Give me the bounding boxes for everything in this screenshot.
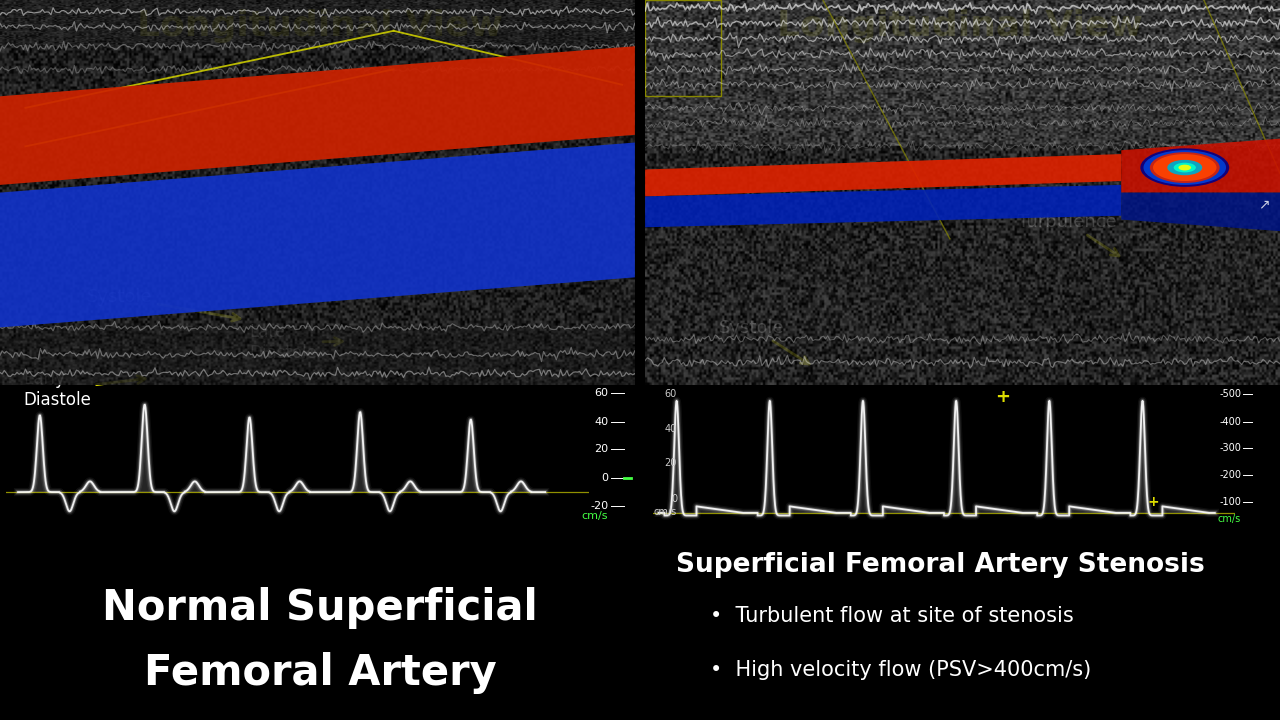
Text: Turbulence: Turbulence bbox=[1018, 213, 1119, 256]
Text: •  High velocity flow (PSV>400cm/s): • High velocity flow (PSV>400cm/s) bbox=[710, 660, 1092, 680]
Text: cm/s: cm/s bbox=[1219, 514, 1242, 524]
Polygon shape bbox=[0, 143, 635, 328]
Ellipse shape bbox=[1143, 150, 1226, 185]
Ellipse shape bbox=[1153, 154, 1216, 181]
Polygon shape bbox=[0, 46, 635, 185]
Text: Superficial Femoral Artery Stenosis: Superficial Femoral Artery Stenosis bbox=[676, 552, 1206, 578]
Text: •  Turbulent flow at site of stenosis: • Turbulent flow at site of stenosis bbox=[710, 606, 1074, 626]
Text: -100: -100 bbox=[1220, 498, 1242, 508]
Text: 40: 40 bbox=[594, 417, 608, 426]
Polygon shape bbox=[1121, 192, 1280, 231]
Ellipse shape bbox=[1167, 160, 1202, 175]
Polygon shape bbox=[645, 154, 1121, 197]
Text: -400: -400 bbox=[1220, 417, 1242, 427]
Text: Early
Diastole: Early Diastole bbox=[23, 370, 145, 409]
Text: -500: -500 bbox=[1220, 390, 1242, 400]
Text: 60: 60 bbox=[594, 387, 608, 397]
Text: Longitudinal View: Longitudinal View bbox=[137, 9, 503, 42]
Text: 0: 0 bbox=[671, 493, 677, 503]
Text: Longitudinal View: Longitudinal View bbox=[777, 9, 1143, 42]
Ellipse shape bbox=[1174, 163, 1196, 172]
Text: ↗: ↗ bbox=[1258, 197, 1270, 211]
Text: -300: -300 bbox=[1220, 443, 1242, 453]
Text: +: + bbox=[1148, 495, 1160, 510]
Text: cm/s: cm/s bbox=[654, 507, 677, 516]
Ellipse shape bbox=[1149, 152, 1220, 183]
Ellipse shape bbox=[1179, 165, 1192, 171]
Ellipse shape bbox=[1140, 148, 1229, 186]
Polygon shape bbox=[1121, 139, 1280, 192]
Polygon shape bbox=[645, 185, 1121, 228]
Text: 20: 20 bbox=[664, 459, 677, 469]
Text: Late
Diastole: Late Diastole bbox=[250, 323, 342, 362]
Text: 20: 20 bbox=[594, 444, 608, 454]
Text: Systole: Systole bbox=[87, 289, 239, 321]
Text: 40: 40 bbox=[664, 425, 677, 434]
Text: Normal Superficial: Normal Superficial bbox=[102, 588, 538, 629]
Text: 0: 0 bbox=[602, 473, 608, 483]
Text: Femoral Artery: Femoral Artery bbox=[143, 652, 497, 694]
Text: cm/s: cm/s bbox=[582, 510, 608, 521]
Text: -20: -20 bbox=[590, 501, 608, 511]
Text: Systole: Systole bbox=[719, 319, 809, 364]
Text: +: + bbox=[995, 388, 1010, 406]
Text: 60: 60 bbox=[664, 390, 677, 400]
Text: -200: -200 bbox=[1220, 470, 1242, 480]
